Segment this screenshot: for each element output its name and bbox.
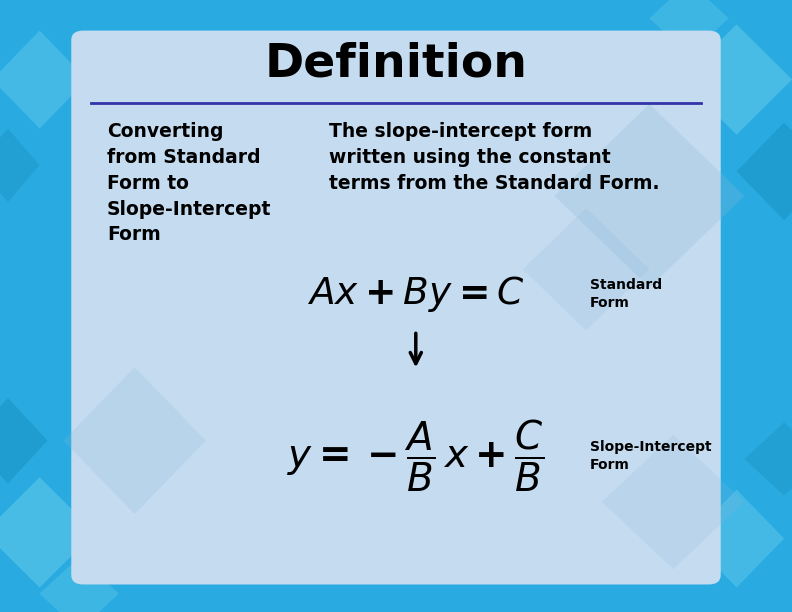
Text: $\mathbf{\mathit{Ax} + \mathit{By} = \mathit{C}}$: $\mathbf{\mathit{Ax} + \mathit{By} = \ma… <box>307 274 525 314</box>
Polygon shape <box>744 422 792 496</box>
Polygon shape <box>63 367 206 514</box>
Text: The slope-intercept form
written using the constant
terms from the Standard Form: The slope-intercept form written using t… <box>329 122 659 193</box>
Polygon shape <box>40 557 119 612</box>
Polygon shape <box>0 398 48 483</box>
FancyBboxPatch shape <box>71 31 721 584</box>
Polygon shape <box>681 24 792 135</box>
Polygon shape <box>0 129 40 202</box>
Polygon shape <box>689 490 784 588</box>
Polygon shape <box>649 0 729 55</box>
Polygon shape <box>602 435 744 569</box>
Text: Definition: Definition <box>265 42 527 87</box>
Polygon shape <box>0 477 95 588</box>
Polygon shape <box>737 122 792 220</box>
Polygon shape <box>0 31 87 129</box>
Polygon shape <box>523 208 649 330</box>
Text: Standard
Form: Standard Form <box>590 278 662 310</box>
Polygon shape <box>554 104 744 288</box>
Text: Slope-Intercept
Form: Slope-Intercept Form <box>590 440 712 472</box>
Text: $\mathbf{\mathit{y} = -\dfrac{\mathit{A}}{\mathit{B}}\,\mathit{x} + \dfrac{\math: $\mathbf{\mathit{y} = -\dfrac{\mathit{A}… <box>287 418 544 494</box>
Text: Converting
from Standard
Form to
Slope-Intercept
Form: Converting from Standard Form to Slope-I… <box>107 122 272 244</box>
